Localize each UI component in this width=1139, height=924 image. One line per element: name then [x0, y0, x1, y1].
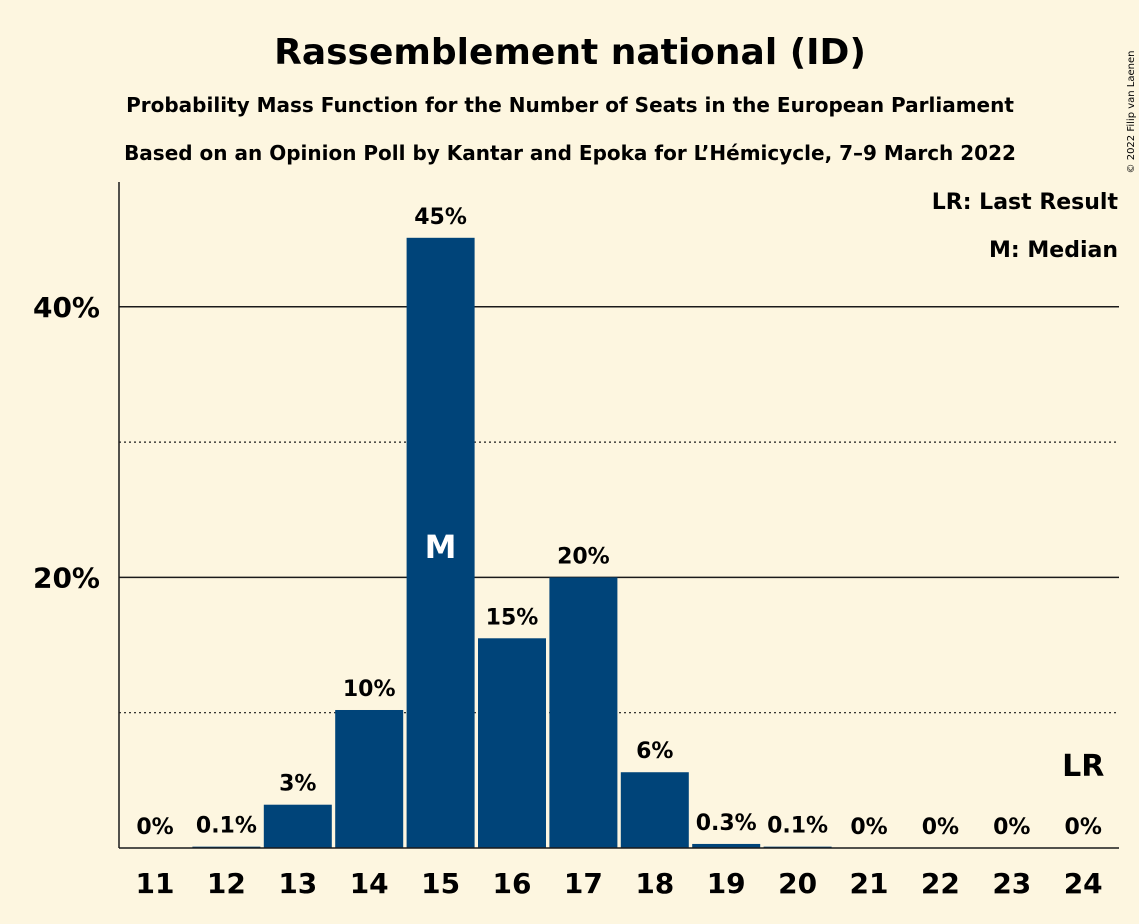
data-label-18: 6% [636, 739, 673, 764]
x-tick-label-14: 14 [350, 867, 389, 900]
bars [192, 237, 832, 848]
x-tick-label-16: 16 [493, 867, 532, 900]
x-tick-label-21: 21 [850, 867, 889, 900]
x-tick-label-18: 18 [635, 867, 674, 900]
legend-last-result: LR: Last Result [932, 190, 1119, 215]
gridlines [119, 306, 1119, 714]
data-label-24: 0% [1065, 815, 1102, 840]
x-tick-label-12: 12 [207, 867, 246, 900]
median-marker: M [425, 528, 457, 566]
last-result-marker: LR [1062, 749, 1104, 784]
data-labels: 0% 0.1% 3% 10% 45% 15% 20% 6% 0.3% 0.1% 0% 0% 0% 0% [136, 205, 1102, 840]
x-tick-label-15: 15 [421, 867, 460, 900]
bar-15 [406, 237, 475, 848]
bar-16 [478, 638, 546, 848]
x-tick-label-22: 22 [921, 867, 960, 900]
data-label-17: 20% [557, 544, 610, 569]
x-tick-label-20: 20 [778, 867, 817, 900]
data-label-11: 0% [136, 815, 173, 840]
data-label-22: 0% [922, 815, 959, 840]
bar-14 [335, 709, 404, 848]
chart-title: Rassemblement national (ID) [274, 32, 866, 73]
y-tick-label-0: 20% [33, 561, 100, 594]
x-tick-label-23: 23 [992, 867, 1031, 900]
x-tick-label-19: 19 [707, 867, 746, 900]
data-label-19: 0.3% [696, 811, 757, 836]
x-tick-label-24: 24 [1064, 867, 1103, 900]
chart-subtitle-2: Based on an Opinion Poll by Kantar and E… [124, 141, 1016, 165]
data-label-20: 0.1% [767, 814, 828, 839]
x-tick-label-17: 17 [564, 867, 603, 900]
data-label-13: 3% [279, 772, 316, 797]
data-label-16: 15% [486, 605, 539, 630]
data-label-15: 45% [414, 205, 467, 230]
bar-13 [263, 804, 332, 848]
y-tick-label-1: 40% [33, 291, 100, 324]
data-label-12: 0.1% [196, 814, 257, 839]
x-tick-label-11: 11 [136, 867, 175, 900]
bar-18 [620, 772, 689, 848]
bar-17 [549, 577, 618, 848]
x-tick-label-13: 13 [278, 867, 317, 900]
data-label-23: 0% [993, 815, 1030, 840]
bar-19 [692, 843, 761, 848]
legend-median: M: Median [989, 238, 1118, 263]
chart-subtitle-1: Probability Mass Function for the Number… [126, 93, 1014, 117]
y-axis-ticks: 20% 40% [33, 291, 100, 595]
copyright-note: © 2022 Filip van Laenen [1126, 51, 1137, 174]
data-label-21: 0% [850, 815, 887, 840]
data-label-14: 10% [343, 677, 396, 702]
x-axis-ticks: 11 12 13 14 15 16 17 18 19 20 21 22 23 24 [136, 867, 1103, 900]
